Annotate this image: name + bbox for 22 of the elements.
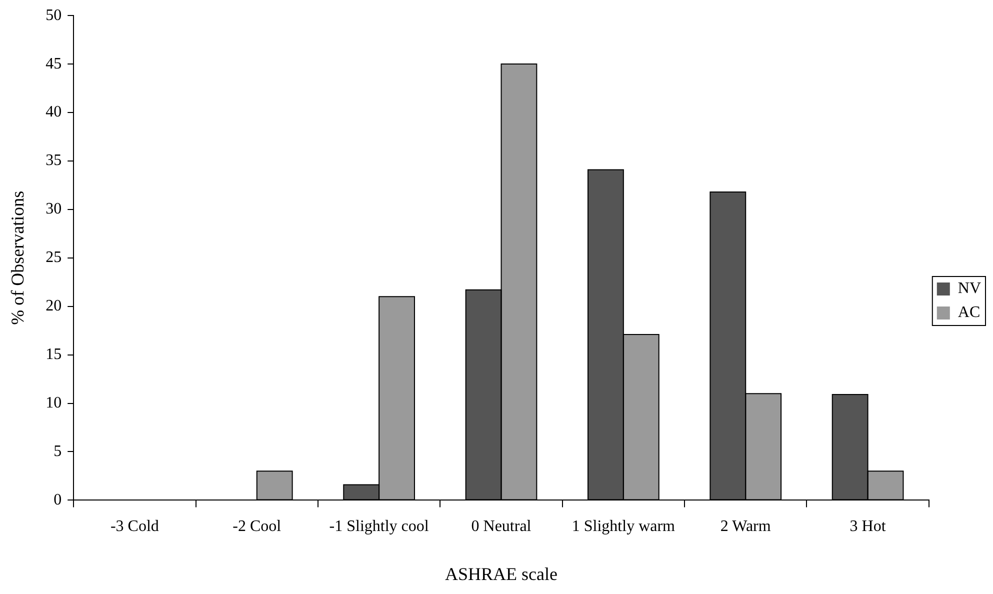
y-tick-label: 5	[54, 442, 62, 460]
y-tick-label: 45	[46, 55, 62, 72]
y-axis-title: % of Observations	[8, 190, 28, 325]
legend-label: AC	[958, 304, 980, 322]
x-tick-label: 0 Neutral	[471, 518, 532, 536]
x-tick-label: 3 Hot	[850, 518, 886, 536]
x-tick-label: -3 Cold	[110, 518, 159, 536]
x-tick-label: 1 Slightly warm	[572, 518, 676, 536]
y-tick-label: 15	[46, 346, 62, 364]
y-tick-label: 25	[46, 249, 62, 266]
legend-label: NV	[958, 280, 982, 298]
x-axis-title: ASHRAE scale	[445, 564, 558, 584]
y-tick-label: 35	[46, 152, 62, 170]
y-tick-label: 0	[54, 491, 62, 508]
y-tick-label: 20	[46, 298, 62, 315]
x-tick-label: -2 Cool	[232, 518, 282, 536]
y-tick-label: 50	[46, 6, 62, 24]
y-tick-label: 40	[46, 104, 62, 121]
x-tick-label: 2 Warm	[720, 518, 772, 536]
y-tick-label: 10	[46, 394, 62, 412]
x-tick-label: -1 Slightly cool	[329, 518, 430, 536]
y-tick-label: 30	[46, 200, 62, 218]
